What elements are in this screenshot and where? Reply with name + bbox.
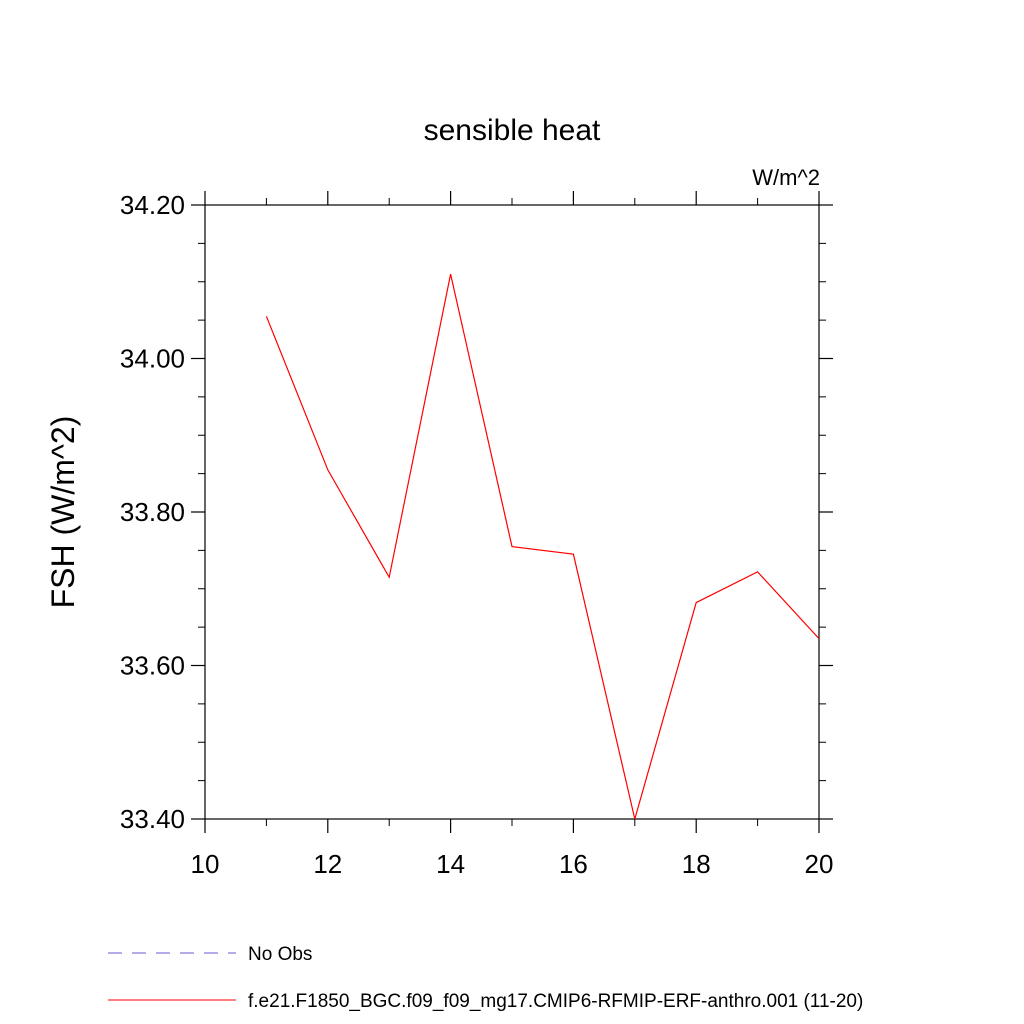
legend-label-model: f.e21.F1850_BGC.f09_f09_mg17.CMIP6-RFMIP… xyxy=(248,991,863,1012)
y-tick-label: 33.40 xyxy=(120,804,185,834)
x-tick-label: 18 xyxy=(682,849,711,879)
x-tick-label: 10 xyxy=(191,849,220,879)
axis-tick-labels: 10 12 14 16 18 20 33.40 33.60 33.80 34.00 34.20 xyxy=(120,190,834,879)
axis-ticks xyxy=(191,191,833,833)
x-tick-label: 14 xyxy=(436,849,465,879)
y-tick-label: 34.20 xyxy=(120,190,185,220)
y-tick-label: 33.60 xyxy=(120,651,185,681)
y-tick-label: 34.00 xyxy=(120,344,185,374)
y-axis-label: FSH (W/m^2) xyxy=(45,416,81,609)
units-label: W/m^2 xyxy=(752,165,820,190)
y-tick-label: 33.80 xyxy=(120,497,185,527)
chart-title: sensible heat xyxy=(424,114,601,147)
plot-frame xyxy=(204,204,820,820)
x-tick-label: 12 xyxy=(313,849,342,879)
series-line-0 xyxy=(265,273,820,820)
series-layer xyxy=(265,273,820,820)
x-tick-label: 16 xyxy=(559,849,588,879)
legend: No Obs f.e21.F1850_BGC.f09_f09_mg17.CMIP… xyxy=(108,944,863,1012)
legend-label-no-obs: No Obs xyxy=(248,944,312,965)
x-tick-label: 20 xyxy=(805,849,834,879)
